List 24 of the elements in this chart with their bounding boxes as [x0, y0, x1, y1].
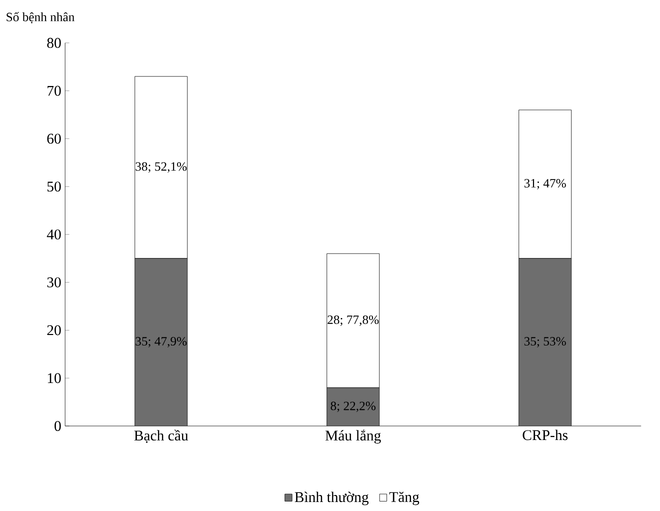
- bar: [326, 388, 380, 426]
- x-tick-label: CRP-hs: [522, 430, 568, 440]
- y-tick-label: 0: [54, 421, 61, 432]
- data-label: 35; 47,9%: [136, 337, 187, 348]
- y-tick-label: 30: [47, 277, 61, 288]
- bar: [518, 258, 572, 426]
- y-tick-label: 40: [46, 230, 61, 240]
- bar: [134, 258, 188, 426]
- data-label: 31; 47%: [524, 179, 566, 190]
- legend-label: Bình thường: [294, 492, 369, 506]
- y-tick-label: 80: [47, 38, 61, 48]
- x-tick-label: Bạch cầu: [134, 430, 188, 443]
- x-tick-label: Máu lắng: [325, 430, 381, 444]
- data-label: 35; 53%: [524, 337, 566, 348]
- data-label: 38; 52,1%: [136, 162, 187, 173]
- y-tick-label: 20: [47, 325, 61, 336]
- data-label: 8; 22,2%: [330, 402, 376, 412]
- legend-label: Tăng: [389, 492, 420, 506]
- y-tick-label: 70: [48, 86, 61, 96]
- y-tick-label: 50: [47, 182, 61, 192]
- y-tick-label: 60: [47, 134, 61, 144]
- data-label: 28; 77,8%: [328, 316, 379, 326]
- y-axis-title: Số bệnh nhân: [6, 12, 75, 24]
- y-tick-label: 10: [48, 373, 61, 384]
